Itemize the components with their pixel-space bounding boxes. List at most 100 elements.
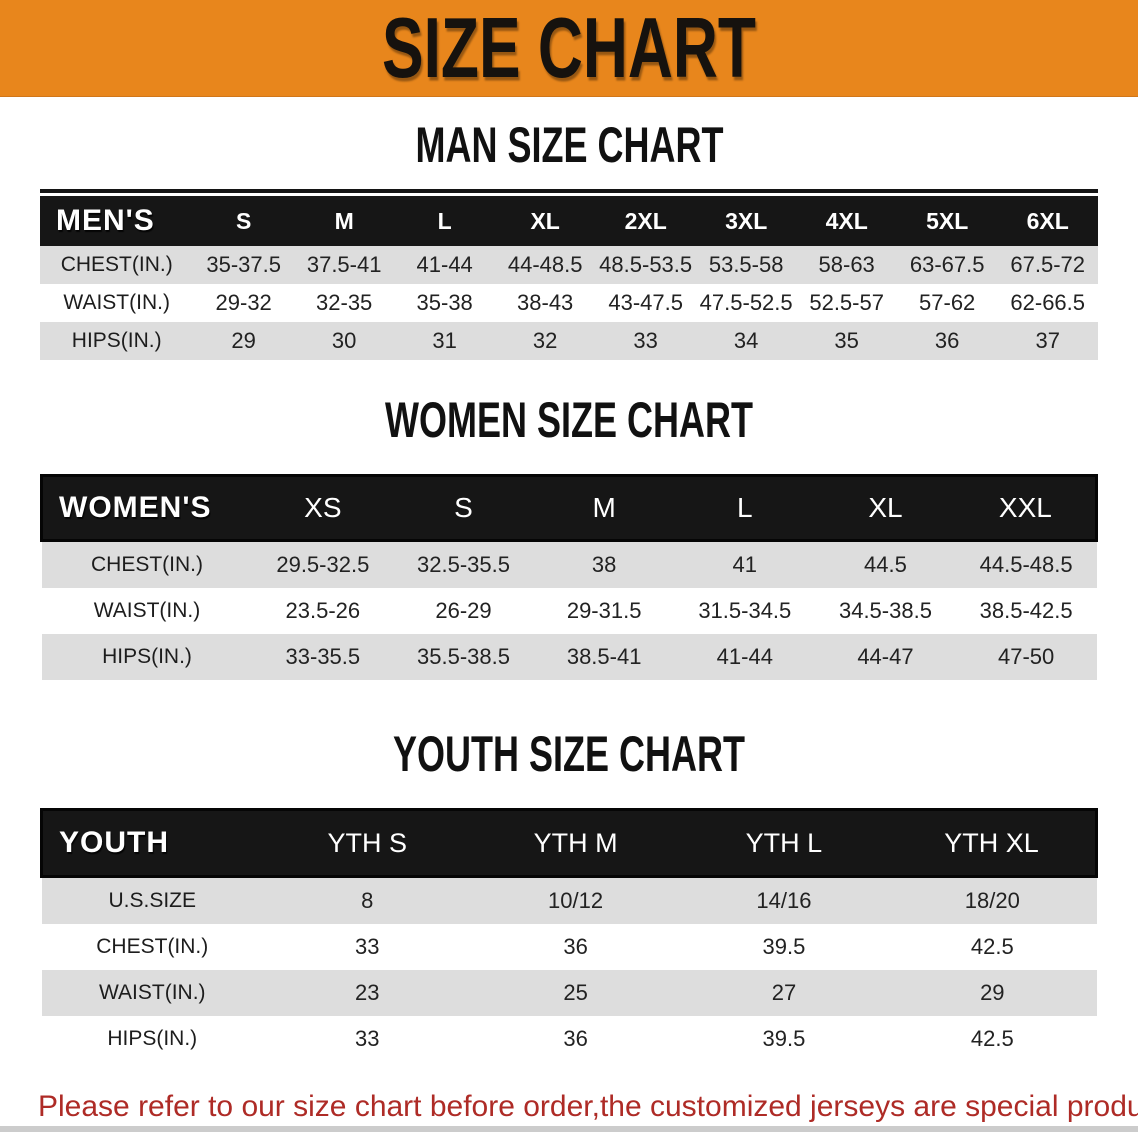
youth-section-heading: YOUTH SIZE CHART [0,725,1138,782]
size-cell: 44.5-48.5 [955,540,1097,588]
size-cell: 32.5-35.5 [393,540,534,588]
table-group-label: YOUTH [41,809,264,877]
size-cell: 52.5-57 [796,284,897,322]
size-column-header: L [394,196,495,246]
bottom-strip [0,1126,1138,1132]
size-cell: 35.5-38.5 [393,634,534,680]
size-cell: 25 [471,970,680,1016]
size-column-header: S [393,475,534,541]
size-column-header: YTH M [471,809,680,877]
women-section-heading: WOMEN SIZE CHART [0,390,1138,448]
size-cell: 42.5 [888,1016,1097,1062]
youth-table-container: YOUTH YTH S YTH M YTH L YTH XL U.S.SIZE 8 10/12… [40,808,1098,1062]
table-row: WAIST(IN.) 29-32 32-35 35-38 38-43 43-47.5 47.… [40,284,1098,322]
size-cell: 35 [796,322,897,360]
table-row: WAIST(IN.) 23.5-26 26-29 29-31.5 31.5-34.5 34… [41,588,1097,634]
men-table-container: MEN'S S M L XL 2XL 3XL 4XL 5XL 6XL CHEST(IN.) 35-37… [40,189,1098,360]
size-cell: 67.5-72 [997,246,1098,284]
size-column-header: M [293,196,395,246]
banner-title: SIZE CHART [382,0,756,96]
youth-size-table: YOUTH YTH S YTH M YTH L YTH XL U.S.SIZE 8 10/12… [40,808,1098,1062]
table-row: HIPS(IN.) 33 36 39.5 42.5 [41,1016,1097,1062]
table-row: HIPS(IN.) 29 30 31 32 33 34 35 36 37 [40,322,1098,360]
size-cell: 41-44 [674,634,816,680]
size-cell: 47-50 [955,634,1097,680]
size-column-header: YTH XL [888,809,1097,877]
size-cell: 37.5-41 [293,246,395,284]
size-cell: 36 [471,924,680,970]
size-column-header: XS [252,475,394,541]
size-cell: 29 [193,322,294,360]
size-cell: 23.5-26 [252,588,394,634]
women-table-container: WOMEN'S XS S M L XL XXL CHEST(IN.) 29.5-32.5 32.5… [40,474,1098,680]
row-label: HIPS(IN.) [41,634,253,680]
size-cell: 39.5 [679,1016,889,1062]
size-cell: 23 [263,970,472,1016]
table-row: U.S.SIZE 8 10/12 14/16 18/20 [41,876,1097,924]
size-cell: 33 [595,322,696,360]
size-cell: 44-48.5 [494,246,596,284]
size-cell: 34 [695,322,797,360]
size-cell: 57-62 [896,284,998,322]
size-cell: 29-32 [193,284,294,322]
size-column-header: XXL [955,475,1097,541]
size-cell: 26-29 [393,588,534,634]
size-cell: 43-47.5 [595,284,696,322]
table-group-label: MEN'S [40,196,194,246]
size-cell: 29-31.5 [533,588,675,634]
size-cell: 18/20 [888,876,1097,924]
row-label: HIPS(IN.) [40,322,194,360]
size-cell: 27 [679,970,889,1016]
size-cell: 32 [494,322,596,360]
size-column-header: 4XL [796,196,897,246]
size-cell: 33-35.5 [252,634,394,680]
size-column-header: 5XL [896,196,998,246]
size-cell: 33 [263,924,472,970]
size-cell: 38 [533,540,675,588]
size-cell: 38.5-42.5 [955,588,1097,634]
size-cell: 35-38 [394,284,495,322]
table-row: CHEST(IN.) 29.5-32.5 32.5-35.5 38 41 44.5 44.5… [41,540,1097,588]
women-section-heading-text: WOMEN SIZE CHART [384,390,753,448]
size-cell: 32-35 [293,284,395,322]
row-label: HIPS(IN.) [41,1016,264,1062]
size-cell: 44.5 [815,540,956,588]
banner: SIZE CHART [0,0,1138,97]
size-cell: 41-44 [394,246,495,284]
size-column-header: 2XL [595,196,696,246]
table-row: WAIST(IN.) 23 25 27 29 [41,970,1097,1016]
size-cell: 58-63 [796,246,897,284]
table-header-row: WOMEN'S XS S M L XL XXL [41,475,1097,541]
size-column-header: YTH L [679,809,889,877]
size-cell: 44-47 [815,634,956,680]
size-cell: 62-66.5 [997,284,1098,322]
table-row: CHEST(IN.) 33 36 39.5 42.5 [41,924,1097,970]
size-cell: 42.5 [888,924,1097,970]
row-label: U.S.SIZE [41,876,264,924]
size-cell: 48.5-53.5 [595,246,696,284]
size-column-header: 3XL [695,196,797,246]
size-column-header: YTH S [263,809,472,877]
size-cell: 63-67.5 [896,246,998,284]
table-header-row: MEN'S S M L XL 2XL 3XL 4XL 5XL 6XL [40,196,1098,246]
size-cell: 29 [888,970,1097,1016]
size-cell: 14/16 [679,876,889,924]
size-cell: 34.5-38.5 [815,588,956,634]
size-column-header: 6XL [997,196,1098,246]
size-cell: 41 [674,540,816,588]
row-label: CHEST(IN.) [40,246,194,284]
table-header-row: YOUTH YTH S YTH M YTH L YTH XL [41,809,1097,877]
size-cell: 39.5 [679,924,889,970]
size-cell: 31 [394,322,495,360]
size-column-header: XL [494,196,596,246]
size-cell: 10/12 [471,876,680,924]
man-section-heading-text: MAN SIZE CHART [414,115,723,173]
row-label: WAIST(IN.) [41,588,253,634]
size-cell: 8 [263,876,472,924]
size-cell: 38-43 [494,284,596,322]
size-cell: 38.5-41 [533,634,675,680]
notice-line-1: Please refer to our size chart before or… [38,1090,1138,1123]
size-cell: 37 [997,322,1098,360]
size-cell: 47.5-52.5 [695,284,797,322]
